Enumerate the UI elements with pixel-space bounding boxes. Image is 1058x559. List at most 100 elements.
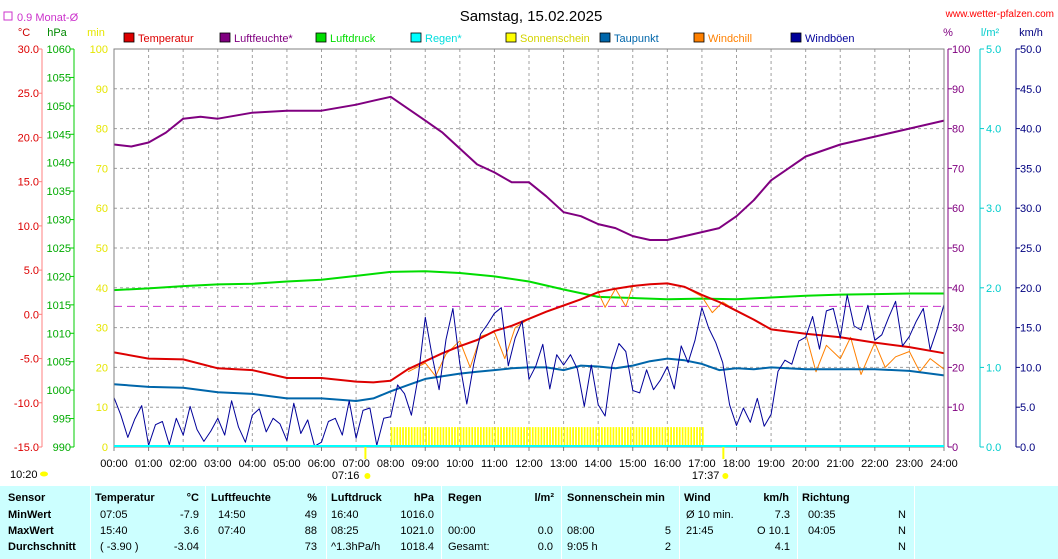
legend-label: Temperatur xyxy=(138,33,194,45)
stats-sun-value: 2 xyxy=(664,541,671,553)
sunshine-bar xyxy=(416,427,419,447)
legend-swatch xyxy=(410,32,422,43)
sunshine-bar xyxy=(615,427,618,447)
sunshine-bar xyxy=(670,427,672,447)
pressure-tick: 1050 xyxy=(47,101,71,113)
sunshine-tick: 70 xyxy=(96,163,108,175)
stats-row-label: MinWert xyxy=(8,509,52,521)
series-luftfeuchte xyxy=(113,95,945,241)
sunshine-tick: 100 xyxy=(90,44,108,56)
stats-dir-value: N xyxy=(898,541,906,553)
temp-tick: 5.0 xyxy=(24,265,39,277)
sunshine-bar xyxy=(439,427,442,447)
sunshine-bar xyxy=(508,427,511,447)
weather-chart: °C hPa min% l/m² km/h 30.0 25.0 20.0 15.0 10.0 5.0… xyxy=(3,8,1054,482)
legend-swatch xyxy=(315,32,327,43)
stats-divider xyxy=(797,486,798,559)
sunshine-bar xyxy=(445,427,448,447)
monat-swatch xyxy=(3,11,13,21)
wind-tick: 50.0 xyxy=(1020,44,1041,56)
legend-item-3: Regen* xyxy=(410,32,462,45)
sunshine-bar xyxy=(629,427,632,447)
sunshine-bar xyxy=(658,427,661,447)
pressure-tick: 1000 xyxy=(47,385,71,397)
stats-divider xyxy=(441,486,442,559)
sunshine-bar xyxy=(413,427,416,447)
sunshine-bar xyxy=(609,427,612,447)
sunshine-bar xyxy=(684,427,687,447)
sunshine-bar xyxy=(402,427,404,447)
sunshine-bar xyxy=(577,427,580,447)
stats-temp-time: 07:05 xyxy=(100,509,128,521)
sunshine-bar xyxy=(667,427,670,447)
stats-press-value: 1021.0 xyxy=(400,525,434,537)
humidity-unit: % xyxy=(943,27,953,39)
series-lines xyxy=(113,95,945,447)
sunshine-bar xyxy=(560,427,563,447)
legend-item-5: Taupunkt xyxy=(599,32,659,45)
sunshine-bar xyxy=(606,427,609,447)
wind-tick: 45.0 xyxy=(1020,84,1041,96)
sunshine-bar xyxy=(572,427,574,447)
sunshine-bar xyxy=(474,427,476,447)
sunshine-bar xyxy=(557,427,560,447)
sunshine-bar xyxy=(580,427,583,447)
sunshine-bar xyxy=(650,427,652,447)
sunshine-bar xyxy=(678,427,681,447)
x-tick: 20:00 xyxy=(792,458,820,470)
x-tick: 19:00 xyxy=(757,458,785,470)
sunshine-bar xyxy=(531,427,534,447)
axes: °C hPa min% l/m² km/h 30.0 25.0 20.0 15.0 10.0 5.0… xyxy=(14,27,1043,470)
x-tick: 01:00 xyxy=(135,458,163,470)
pressure-tick: 1060 xyxy=(47,44,71,56)
sunshine-bar xyxy=(448,427,451,447)
sunrise-label: 07:16 xyxy=(332,470,360,482)
stats-header-sensor: Sensor xyxy=(8,492,46,504)
rain-tick: 3.0 xyxy=(986,203,1001,215)
pressure-tick: 1030 xyxy=(47,215,71,227)
rain-tick: 2.0 xyxy=(986,283,1001,295)
sunshine-bar xyxy=(687,427,690,447)
legend-item-1: Luftfeuchte* xyxy=(219,32,293,45)
sunshine-bar xyxy=(428,427,430,447)
pressure-tick: 990 xyxy=(53,442,71,454)
temp-unit: °C xyxy=(18,27,30,39)
stats-table: Sensor Temperatur °C Luftfeuchte% Luftdruck h… xyxy=(0,486,1058,559)
stats-header-temp: Temperatur xyxy=(95,492,155,504)
stats-dir-time: 00:35 xyxy=(808,509,836,521)
wind-tick: 15.0 xyxy=(1020,323,1041,335)
x-tick: 06:00 xyxy=(308,458,336,470)
site-link[interactable]: www.wetter-pfalzen.com xyxy=(945,9,1054,20)
wind-tick: 5.0 xyxy=(1020,402,1035,414)
stats-header-wind-unit: km/h xyxy=(763,492,789,504)
wind-tick: 40.0 xyxy=(1020,124,1041,136)
x-tick: 12:00 xyxy=(515,458,543,470)
rain-tick: 0.0 xyxy=(986,442,1001,454)
sunshine-bar xyxy=(647,427,649,447)
legend-label: Sonnenschein xyxy=(520,33,590,45)
sunshine-bar xyxy=(442,427,445,447)
sunshine-bar xyxy=(436,427,439,447)
stats-hum-value: 49 xyxy=(304,509,317,521)
sunshine-bar xyxy=(626,427,629,447)
series-temperatur xyxy=(113,282,945,384)
x-tick: 04:00 xyxy=(239,458,267,470)
legend-swatch xyxy=(123,32,135,43)
humidity-tick: 10 xyxy=(952,402,964,414)
sunset-icon xyxy=(722,473,729,479)
sunshine-tick: 30 xyxy=(96,323,108,335)
stats-rain-value: 0.0 xyxy=(537,525,553,537)
sunshine-tick: 50 xyxy=(96,243,108,255)
wind-tick: 10.0 xyxy=(1020,362,1041,374)
sunshine-bar xyxy=(589,427,592,447)
stats-wind-value: 7.3 xyxy=(774,509,790,521)
humidity-tick: 100 xyxy=(952,44,970,56)
temp-tick: 25.0 xyxy=(18,88,39,100)
stats-press-time: 16:40 xyxy=(331,509,359,521)
stats-divider xyxy=(914,486,915,559)
sunshine-bar xyxy=(523,427,525,447)
stats-hum-time: 07:40 xyxy=(218,525,246,537)
legend-item-0: Temperatur xyxy=(123,32,194,45)
x-tick: 21:00 xyxy=(826,458,854,470)
legend-item-7: Windböen xyxy=(790,32,855,45)
